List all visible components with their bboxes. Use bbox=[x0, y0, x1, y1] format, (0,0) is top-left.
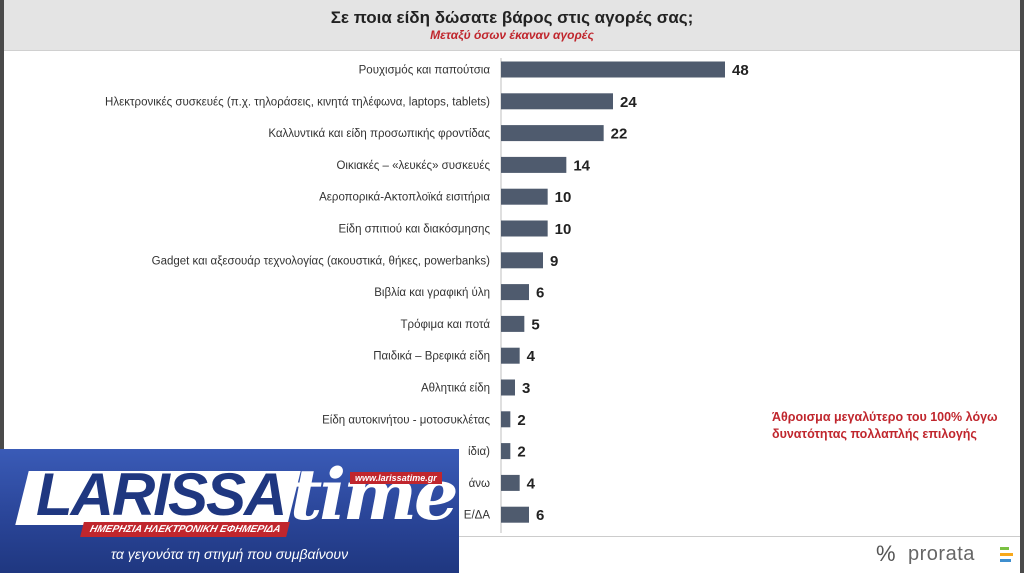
data-label: 2 bbox=[517, 412, 525, 429]
footer-divider bbox=[459, 536, 1020, 537]
chart-title: Σε ποια είδη δώσατε βάρος στις αγορές σα… bbox=[330, 8, 694, 27]
category-label: Ε/ΔΑ bbox=[464, 510, 491, 522]
category-label: άνω bbox=[469, 478, 490, 490]
category-label: Τρόφιμα και ποτά bbox=[401, 319, 491, 331]
brand-mark-stripe bbox=[1000, 553, 1013, 556]
bar bbox=[501, 506, 529, 523]
bar bbox=[501, 411, 511, 428]
category-label: Είδη αυτοκινήτου - μοτοσυκλέτας bbox=[322, 414, 490, 426]
category-label: ίδια) bbox=[468, 446, 490, 458]
bar bbox=[501, 443, 511, 460]
percent-icon: % bbox=[876, 541, 896, 566]
bar bbox=[501, 315, 525, 332]
note-line-2: δυνατότητας πολλαπλής επιλογής bbox=[772, 427, 977, 441]
bar bbox=[501, 93, 613, 110]
logo-time: time bbox=[290, 453, 459, 536]
bar bbox=[501, 61, 725, 78]
category-label: Καλλυντικά και είδη προσωπικής φροντίδας bbox=[268, 128, 490, 140]
category-label: Αθλητικά είδη bbox=[421, 383, 490, 395]
bar bbox=[501, 474, 520, 491]
logo-url: www.larissatime.gr bbox=[350, 472, 442, 484]
brand-mark-icon bbox=[1000, 547, 1016, 563]
category-label: Βιβλία και γραφική ύλη bbox=[374, 287, 490, 299]
data-label: 5 bbox=[531, 316, 539, 333]
chart-subtitle: Μεταξύ όσων έκαναν αγορές bbox=[430, 28, 594, 42]
data-label: 3 bbox=[522, 380, 530, 397]
data-label: 14 bbox=[573, 157, 590, 174]
category-label: Ρουχισμός και παπούτσια bbox=[359, 65, 491, 77]
category-label: Οικιακές – «λευκές» συσκευές bbox=[336, 160, 490, 172]
data-label: 4 bbox=[527, 475, 536, 492]
chart-header: Σε ποια είδη δώσατε βάρος στις αγορές σα… bbox=[4, 0, 1020, 51]
brand-mark-stripe bbox=[1000, 559, 1011, 562]
data-label: 22 bbox=[611, 126, 628, 143]
bar bbox=[501, 220, 548, 237]
bar bbox=[501, 379, 515, 396]
category-label: Gadget και αξεσουάρ τεχνολογίας (ακουστι… bbox=[152, 255, 491, 267]
data-label: 24 bbox=[620, 94, 637, 111]
multiple-choice-note: Άθροισμα μεγαλύτερο του 100% λόγω δυνατό… bbox=[772, 409, 1012, 443]
category-label: Ηλεκτρονικές συσκευές (π.χ. τηλοράσεις, … bbox=[105, 96, 490, 108]
data-label: 48 bbox=[732, 62, 749, 79]
bar bbox=[501, 125, 604, 142]
bar bbox=[501, 252, 543, 269]
brand-name: prorata bbox=[908, 543, 975, 565]
data-label: 10 bbox=[555, 189, 572, 206]
data-label: 10 bbox=[555, 221, 572, 238]
data-label: 6 bbox=[536, 507, 544, 524]
brand-mark-stripe bbox=[1000, 547, 1009, 550]
logo-tagline: ΗΜΕΡΗΣΙΑ ΗΛΕΚΤΡΟΝΙΚΗ ΕΦΗΜΕΡΙΔΑ bbox=[80, 522, 291, 537]
category-label: Είδη σπιτιού και διακόσμησης bbox=[338, 224, 490, 236]
data-label: 2 bbox=[517, 444, 525, 461]
category-label: Παιδικά – Βρεφικά είδη bbox=[373, 351, 490, 363]
data-label: 9 bbox=[550, 253, 558, 270]
category-label: Αεροπορικά-Ακτοπλοϊκά εισιτήρια bbox=[319, 192, 490, 204]
data-label: 4 bbox=[527, 348, 536, 365]
larissatime-banner: LARISSA time www.larissatime.gr ΗΜΕΡΗΣΙΑ… bbox=[0, 449, 459, 573]
bar bbox=[501, 347, 520, 364]
logo-slogan: τα γεγονότα τη στιγμή που συμβαίνουν bbox=[110, 546, 349, 562]
bar bbox=[501, 188, 548, 205]
bar bbox=[501, 284, 529, 301]
note-line-1: Άθροισμα μεγαλύτερο του 100% λόγω bbox=[772, 410, 998, 424]
logo-larissa: LARISSA bbox=[36, 461, 287, 528]
bar bbox=[501, 156, 567, 173]
data-label: 6 bbox=[536, 285, 544, 302]
